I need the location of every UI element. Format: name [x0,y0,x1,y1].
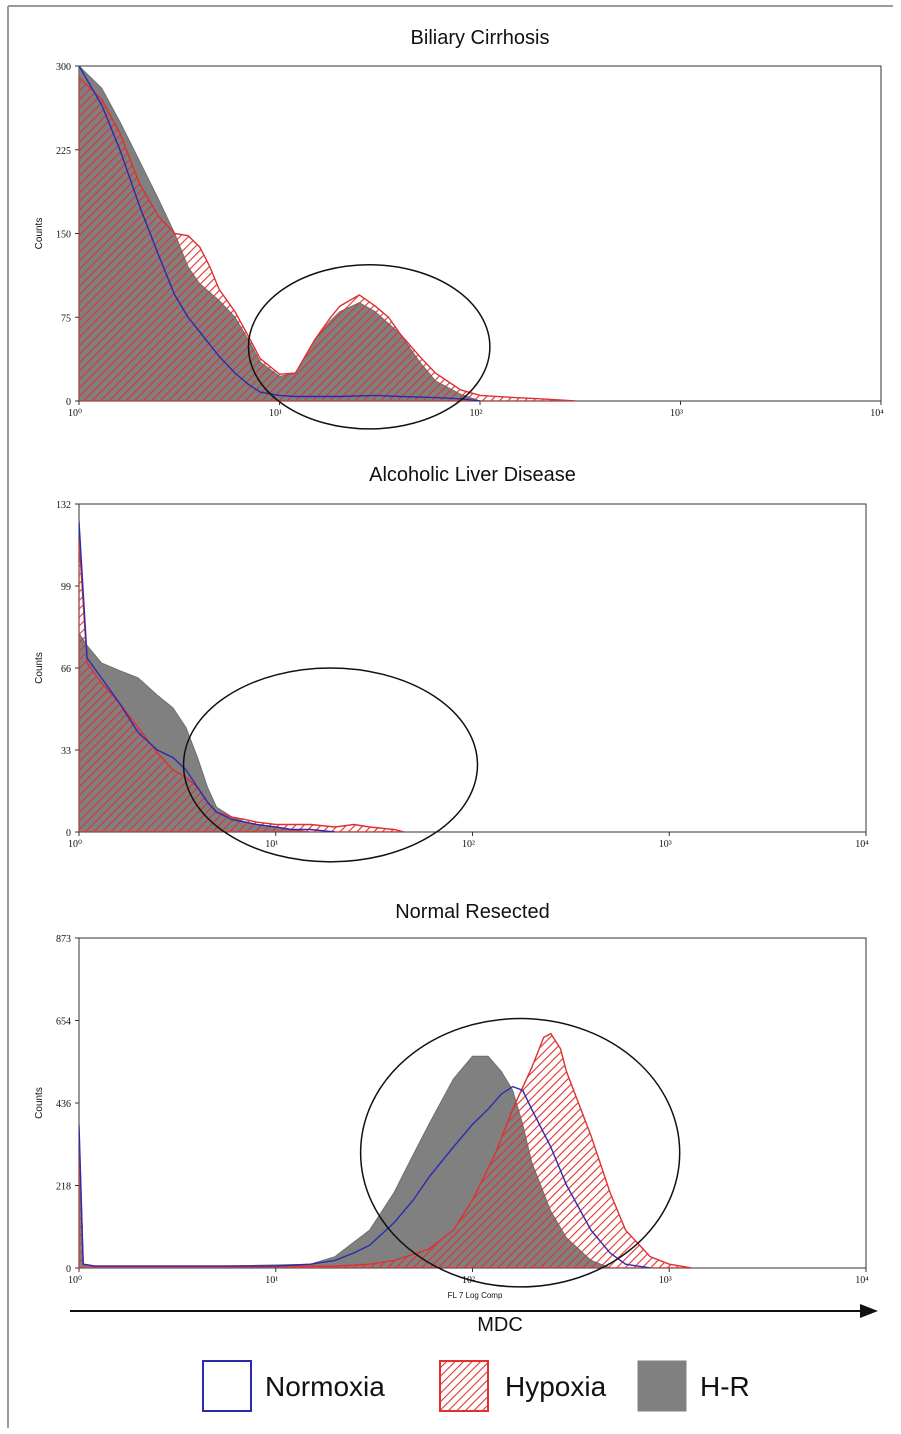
panel-3: Normal Resected 0 218 436 654 873 10⁰ 10¹ 10² 10³… [34,901,869,1300]
y-tick-label: 33 [61,746,71,757]
y-tick-label: 66 [61,664,71,675]
legend-label: Hypoxia [505,1371,607,1402]
x-tick-label: 10¹ [269,408,282,419]
plot-frame [78,503,867,833]
x-tick-label: 10⁴ [855,839,869,850]
gate-ellipse [182,667,479,863]
x-tick-label: 10³ [670,408,683,419]
panel-title: Normal Resected [395,901,550,923]
x-tick-label: 10⁰ [68,839,82,850]
series-hypoxia-area [79,538,405,832]
plot-area [79,1032,692,1268]
y-tick-label: 0 [66,397,71,408]
x-tick-label: 10⁰ [68,1275,82,1286]
charts-layer: Biliary Cirrhosis 0 75 150 225 300 10⁰ 10¹ 10² 10… [34,27,884,1300]
mdc-axis-label: MDC [477,1314,523,1336]
series-hypoxia-area [79,76,576,401]
legend-label: H-R [700,1371,750,1402]
series-normoxia-line [79,66,481,401]
y-tick-label: 99 [61,582,71,593]
y-axis-label: Counts [34,218,45,250]
plot-area [79,66,576,401]
legend-swatch [439,1360,489,1412]
y-tick-label: 0 [66,1264,71,1275]
legend-label: Normoxia [265,1371,385,1402]
series-normoxia-line [79,521,336,832]
x-tick-label: 10⁴ [855,1275,869,1286]
x-tick-label: 10¹ [265,1275,278,1286]
legend: Normoxia Hypoxia H-R [202,1360,750,1412]
series-normoxia-line [79,1085,651,1268]
panel-title: Alcoholic Liver Disease [369,464,576,486]
y-tick-label: 150 [56,230,71,241]
y-tick-label: 300 [56,62,71,73]
bottom-layer: MDC Normoxia Hypoxia H-R [70,1304,878,1412]
x-tick-label: 10¹ [265,839,278,850]
plot-area [79,521,405,832]
x-axis-label: FL 7 Log Comp [448,1291,503,1300]
y-tick-label: 75 [61,313,71,324]
legend-swatch [202,1360,252,1412]
y-tick-label: 654 [56,1017,71,1028]
y-tick-label: 873 [56,934,71,945]
y-tick-label: 0 [66,828,71,839]
series-hypoxia-area [79,1032,692,1268]
gate-ellipse [359,1017,681,1288]
legend-item-hypoxia: Hypoxia [439,1360,607,1412]
x-tick-label: 10³ [659,1275,672,1286]
legend-item-normoxia: Normoxia [202,1360,385,1412]
panel-1: Biliary Cirrhosis 0 75 150 225 300 10⁰ 10¹ 10² 10… [34,27,884,430]
x-tick-label: 10² [470,408,483,419]
x-tick-label: 10⁴ [870,408,884,419]
legend-swatch [637,1360,687,1412]
panel-2: Alcoholic Liver Disease 0 33 66 99 132 10⁰ 10¹ 1… [34,464,869,863]
mdc-arrowhead [860,1304,878,1318]
x-tick-label: 10⁰ [68,408,82,419]
y-tick-label: 225 [56,146,71,157]
x-tick-label: 10³ [659,839,672,850]
panel-title: Biliary Cirrhosis [411,27,550,49]
y-tick-label: 132 [56,500,71,511]
y-tick-label: 436 [56,1099,71,1110]
x-tick-label: 10² [462,1275,475,1286]
y-axis-label: Counts [34,652,45,684]
y-axis-label: Counts [34,1087,45,1119]
x-tick-label: 10² [462,839,475,850]
y-tick-label: 218 [56,1182,71,1193]
legend-item-h-r: H-R [637,1360,750,1412]
gate-ellipse [247,264,491,430]
